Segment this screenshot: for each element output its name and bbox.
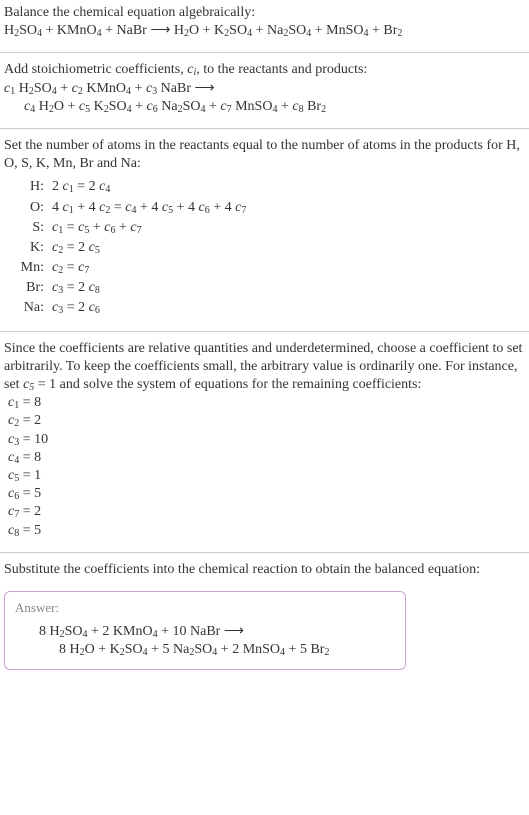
coeff-equation-line1: c1 H2SO4 + c2 KMnO4 + c3 NaBr ⟶ — [4, 80, 525, 98]
balanced-line2: 8 H2O + K2SO4 + 5 Na2SO4 + 2 MnSO4 + 5 B… — [15, 641, 395, 659]
element-label: Mn: — [12, 258, 48, 278]
coeff-value: c8 = 5 — [4, 522, 525, 540]
atom-equation: c2 = c7 — [48, 258, 250, 278]
atom-intro: Set the number of atoms in the reactants… — [4, 137, 525, 177]
coeff-value: c6 = 5 — [4, 485, 525, 503]
atom-row: Mn:c2 = c7 — [12, 258, 250, 278]
substitute-section: Substitute the coefficients into the che… — [0, 557, 529, 587]
coeff-value: c1 = 8 — [4, 394, 525, 412]
coeff-value: c2 = 2 — [4, 412, 525, 430]
atom-equation: c3 = 2 c6 — [48, 298, 250, 318]
intro-text: Balance the chemical equation algebraica… — [4, 4, 525, 22]
coeff-equation-line2: c4 H2O + c5 K2SO4 + c6 Na2SO4 + c7 MnSO4… — [4, 98, 525, 116]
atom-row: H:2 c1 = 2 c4 — [12, 177, 250, 197]
unbalanced-equation: H2SO4 + KMnO4 + NaBr ⟶ H2O + K2SO4 + Na2… — [4, 22, 525, 40]
atom-row: Na:c3 = 2 c6 — [12, 298, 250, 318]
atom-table: H:2 c1 = 2 c4O:4 c1 + 4 c2 = c4 + 4 c5 +… — [12, 177, 250, 318]
element-label: Br: — [12, 278, 48, 298]
answer-box: Answer: 8 H2SO4 + 2 KMnO4 + 10 NaBr ⟶ 8 … — [4, 591, 406, 670]
solve-coefficients: Since the coefficients are relative quan… — [0, 336, 529, 548]
element-label: O: — [12, 198, 48, 218]
substitute-text: Substitute the coefficients into the che… — [4, 561, 525, 579]
coeff-value: c5 = 1 — [4, 467, 525, 485]
divider — [0, 128, 529, 129]
c5-var: c5 — [23, 377, 34, 392]
atom-row: Br:c3 = 2 c8 — [12, 278, 250, 298]
element-label: K: — [12, 238, 48, 258]
coeff-intro-a: Add stoichiometric coefficients, — [4, 62, 187, 77]
divider — [0, 52, 529, 53]
ci-var: ci — [187, 62, 196, 77]
atom-equation: c2 = 2 c5 — [48, 238, 250, 258]
element-label: Na: — [12, 298, 48, 318]
atom-equation: 4 c1 + 4 c2 = c4 + 4 c5 + 4 c6 + 4 c7 — [48, 198, 250, 218]
intro-balance: Balance the chemical equation algebraica… — [0, 0, 529, 48]
add-coefficients: Add stoichiometric coefficients, ci, to … — [0, 57, 529, 124]
since-text: Since the coefficients are relative quan… — [4, 340, 525, 395]
divider — [0, 331, 529, 332]
coeff-intro: Add stoichiometric coefficients, ci, to … — [4, 61, 525, 79]
atom-equation: 2 c1 = 2 c4 — [48, 177, 250, 197]
balanced-line1: 8 H2SO4 + 2 KMnO4 + 10 NaBr ⟶ — [15, 623, 395, 641]
coeff-value: c7 = 2 — [4, 503, 525, 521]
atom-row: S:c1 = c5 + c6 + c7 — [12, 218, 250, 238]
coeff-value: c4 = 8 — [4, 449, 525, 467]
atom-equation: c3 = 2 c8 — [48, 278, 250, 298]
atom-equation: c1 = c5 + c6 + c7 — [48, 218, 250, 238]
answer-label: Answer: — [15, 600, 395, 617]
since-b: = 1 and solve the system of equations fo… — [34, 377, 421, 392]
atom-row: O:4 c1 + 4 c2 = c4 + 4 c5 + 4 c6 + 4 c7 — [12, 198, 250, 218]
element-label: H: — [12, 177, 48, 197]
atom-row: K:c2 = 2 c5 — [12, 238, 250, 258]
coeff-value: c3 = 10 — [4, 431, 525, 449]
solved-coeffs: c1 = 8c2 = 2c3 = 10c4 = 8c5 = 1c6 = 5c7 … — [4, 394, 525, 540]
element-label: S: — [12, 218, 48, 238]
atom-equations: Set the number of atoms in the reactants… — [0, 133, 529, 327]
coeff-intro-b: , to the reactants and products: — [196, 62, 367, 77]
divider — [0, 552, 529, 553]
